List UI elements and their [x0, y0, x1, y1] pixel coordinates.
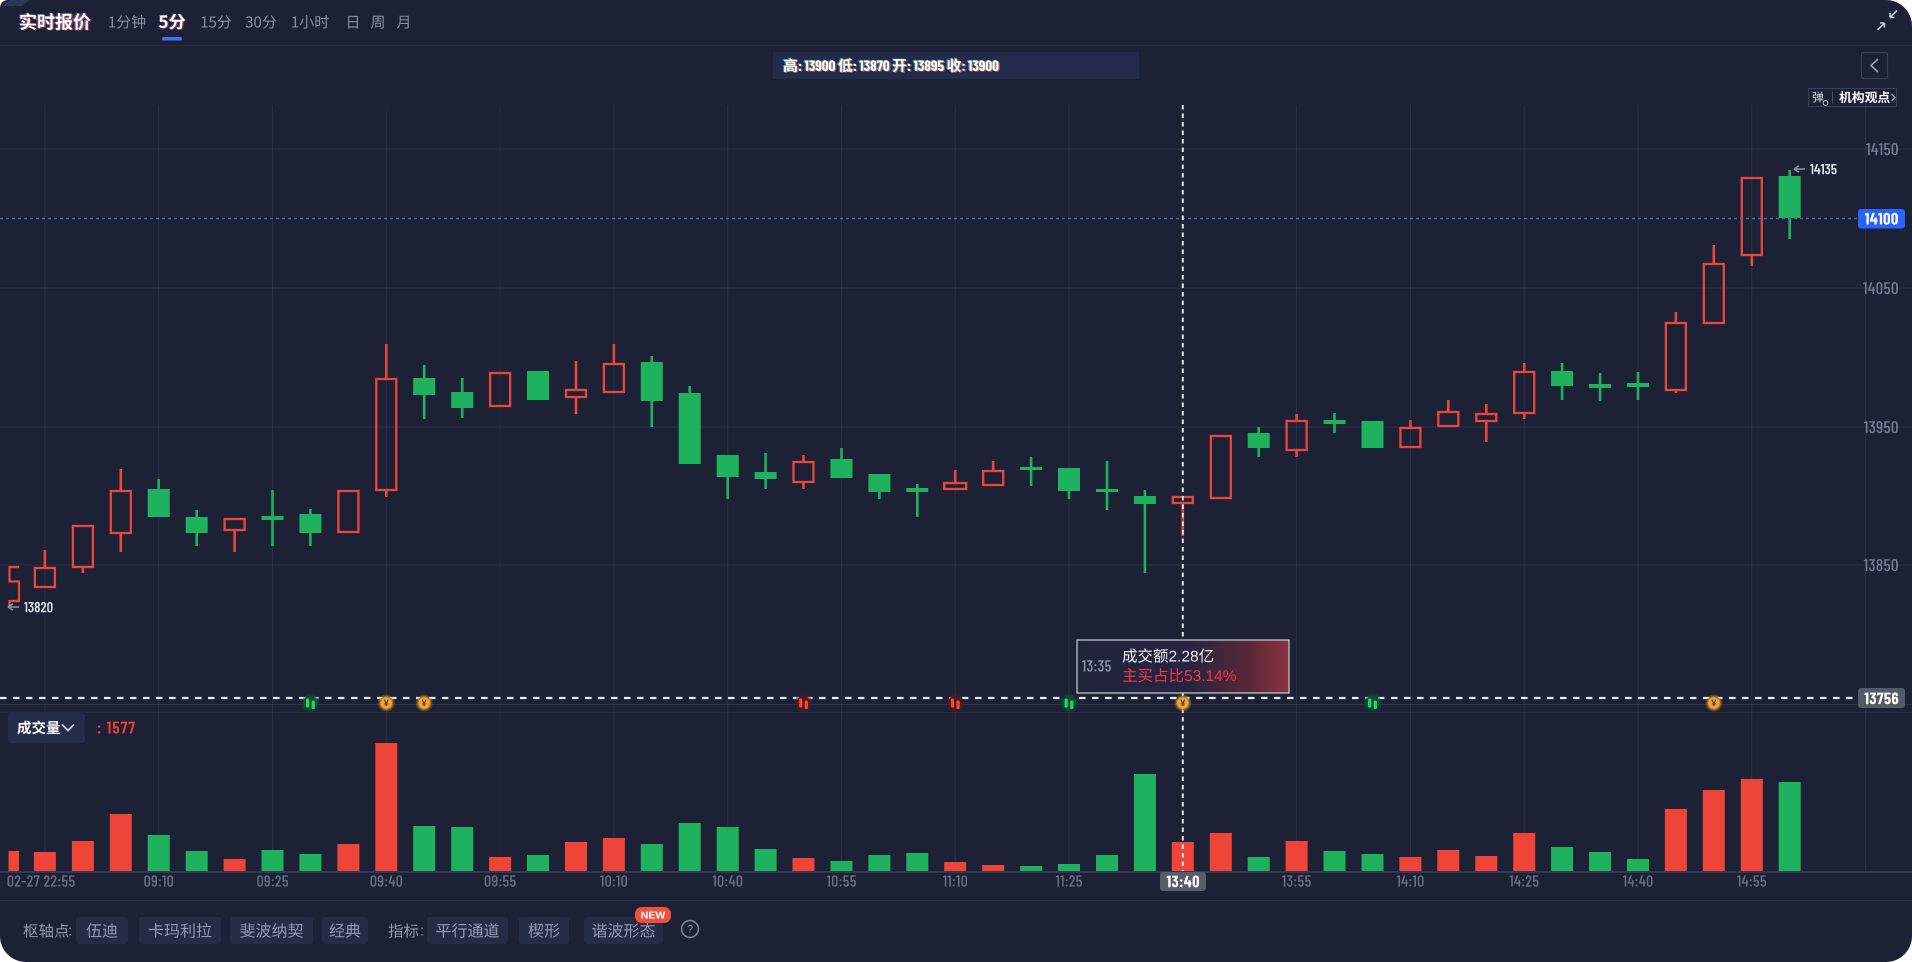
svg-text::: : — [68, 923, 72, 940]
svg-text:¥: ¥ — [384, 698, 390, 709]
svg-text:?: ? — [687, 924, 693, 936]
svg-text:NEW: NEW — [641, 910, 666, 922]
svg-text:¥: ¥ — [1711, 698, 1717, 709]
svg-text::: : — [420, 923, 424, 940]
svg-text:¥: ¥ — [1180, 698, 1186, 709]
svg-text:¥: ¥ — [422, 698, 428, 709]
